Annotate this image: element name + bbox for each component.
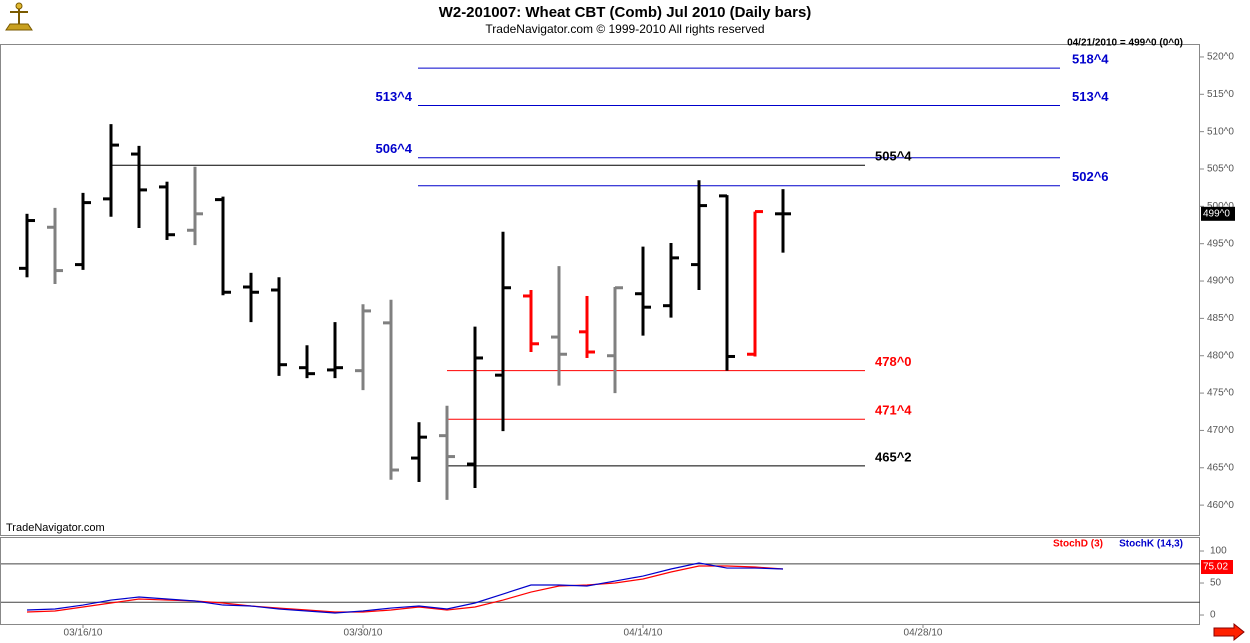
y-tick-label: 500^0 xyxy=(1207,201,1234,212)
y-tick-label: 515^0 xyxy=(1207,89,1234,100)
logo xyxy=(5,2,33,31)
level-label: 505^4 xyxy=(875,149,912,164)
last-price-badge xyxy=(1201,206,1235,221)
price-panel xyxy=(0,44,1200,536)
y2-tick-label: 50 xyxy=(1210,578,1222,589)
y2-tick-label: 100 xyxy=(1210,546,1227,557)
level-label: 513^4 xyxy=(375,89,412,104)
stoch-line xyxy=(26,562,784,614)
stoch-panel xyxy=(0,537,1200,625)
y-tick-label: 470^0 xyxy=(1207,425,1234,436)
scroll-arrow[interactable] xyxy=(1213,622,1245,642)
y-tick-label: 475^0 xyxy=(1207,388,1234,399)
stoch-badge xyxy=(1201,560,1233,575)
y-tick-label: 520^0 xyxy=(1207,52,1234,63)
x-tick-label: 03/16/10 xyxy=(64,628,103,639)
stoch-badge-label: 75.02 xyxy=(1203,562,1228,573)
level-label: 513^4 xyxy=(1072,89,1109,104)
chart-title: W2-201007: Wheat CBT (Comb) Jul 2010 (Da… xyxy=(439,4,812,21)
y2-tick-label: 0 xyxy=(1210,610,1216,621)
level-label: 465^2 xyxy=(875,449,912,464)
y-tick-label: 495^0 xyxy=(1207,238,1234,249)
level-label: 506^4 xyxy=(375,141,412,156)
level-label: 502^6 xyxy=(1072,169,1109,184)
legend-entry: StochD (3) xyxy=(1053,539,1103,550)
x-tick-label: 04/14/10 xyxy=(624,628,663,639)
legend-entry: StochK (14,3) xyxy=(1119,539,1183,550)
level-label: 471^4 xyxy=(875,403,912,418)
y-tick-label: 485^0 xyxy=(1207,313,1234,324)
y-tick-label: 490^0 xyxy=(1207,276,1234,287)
level-label: 478^0 xyxy=(875,354,912,369)
y-tick-label: 505^0 xyxy=(1207,164,1234,175)
level-label: 518^4 xyxy=(1072,52,1109,67)
y-tick-label: 510^0 xyxy=(1207,126,1234,137)
last-price-label: 499^0 xyxy=(1203,208,1230,219)
y-tick-label: 465^0 xyxy=(1207,462,1234,473)
stoch-line xyxy=(26,565,784,613)
x-tick-label: 04/28/10 xyxy=(904,628,943,639)
status: 04/21/2010 = 499^0 (0^0) xyxy=(1067,38,1183,49)
chart-subtitle: TradeNavigator.com © 1999-2010 All right… xyxy=(485,22,764,36)
x-tick-label: 03/30/10 xyxy=(344,628,383,639)
y-tick-label: 460^0 xyxy=(1207,500,1234,511)
watermark: TradeNavigator.com xyxy=(6,522,105,534)
y-tick-label: 480^0 xyxy=(1207,350,1234,361)
